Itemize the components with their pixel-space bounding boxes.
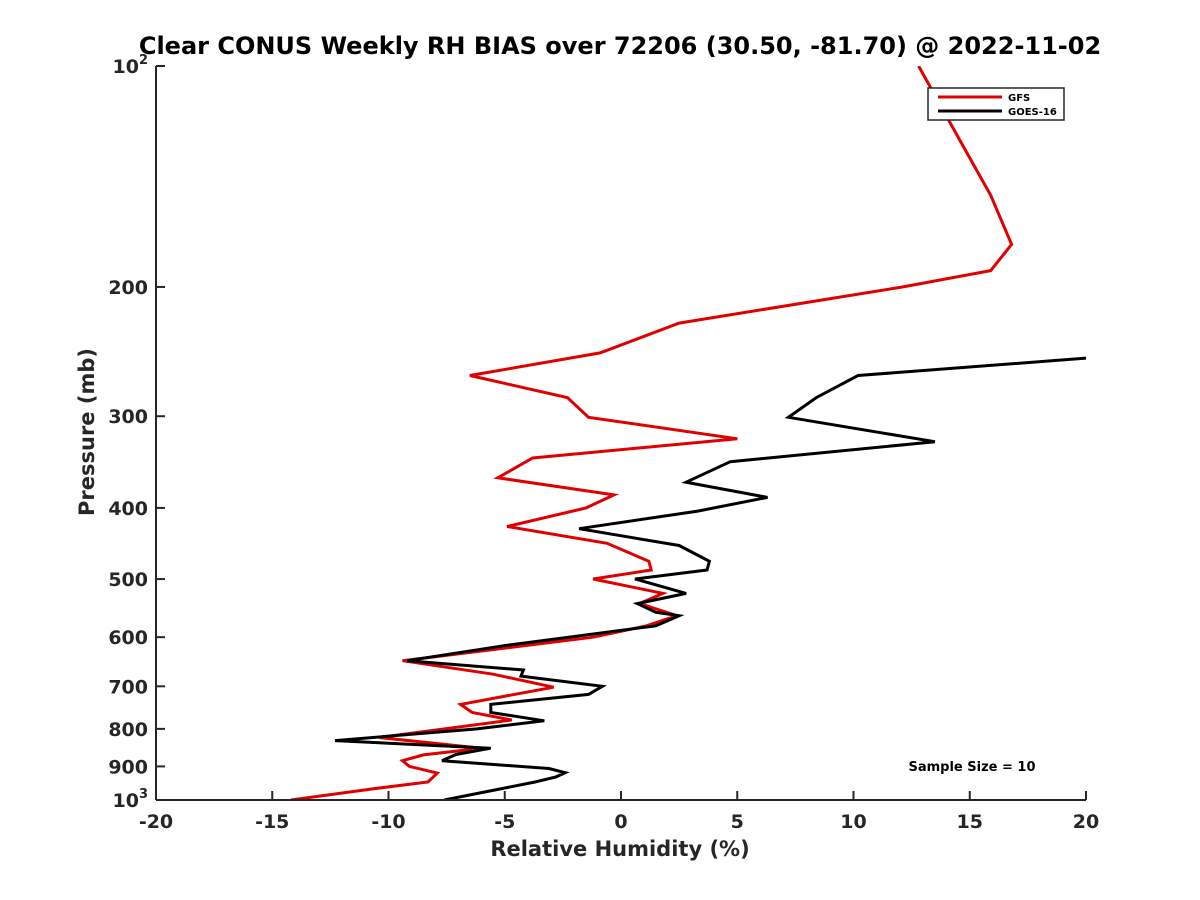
x-tick-label: 20: [1073, 811, 1099, 833]
legend-label-gfs: GFS: [1008, 93, 1030, 104]
x-tick-label: 15: [957, 811, 983, 833]
y-tick-label: 103: [113, 787, 149, 812]
x-tick-label: -10: [371, 811, 405, 833]
y-tick-label: 600: [108, 627, 148, 649]
x-tick-label: -20: [139, 811, 173, 833]
y-tick-label: 900: [108, 756, 148, 778]
y-tick-label: 102: [113, 53, 149, 78]
y-tick-label-base: 10: [113, 790, 139, 812]
chart-title: Clear CONUS Weekly RH BIAS over 72206 (3…: [139, 32, 1101, 60]
y-tick-label: 700: [108, 676, 148, 698]
legend: GFS GOES-16: [927, 87, 1065, 121]
y-tick-label-exponent: 2: [139, 53, 148, 68]
y-tick-label: 800: [108, 719, 148, 741]
y-tick-label: 400: [108, 498, 148, 520]
x-tick-label: -15: [255, 811, 289, 833]
y-tick-label: 500: [108, 569, 148, 591]
plot-area: -20 -15 -10 -5 0 5 10 15 20102200300400500600700…: [108, 53, 1099, 833]
y-tick-label: 300: [108, 406, 148, 428]
x-tick-label: 0: [614, 811, 627, 833]
y-tick-label-exponent: 3: [139, 787, 148, 802]
series-line-gfs: [290, 66, 1014, 800]
legend-box: [927, 87, 1065, 121]
legend-label-goes-16: GOES-16: [1008, 107, 1057, 118]
y-tick-label-base: 10: [113, 56, 139, 78]
x-tick-label: -5: [494, 811, 515, 833]
x-axis-label: Relative Humidity (%): [490, 837, 749, 861]
y-tick-label: 200: [108, 277, 148, 299]
x-tick-label: 5: [731, 811, 744, 833]
sample-size-annotation: Sample Size = 10: [908, 760, 1035, 775]
x-tick-label: 10: [840, 811, 866, 833]
series-line-goes-16: [334, 356, 1086, 800]
y-axis-label: Pressure (mb): [75, 348, 99, 516]
